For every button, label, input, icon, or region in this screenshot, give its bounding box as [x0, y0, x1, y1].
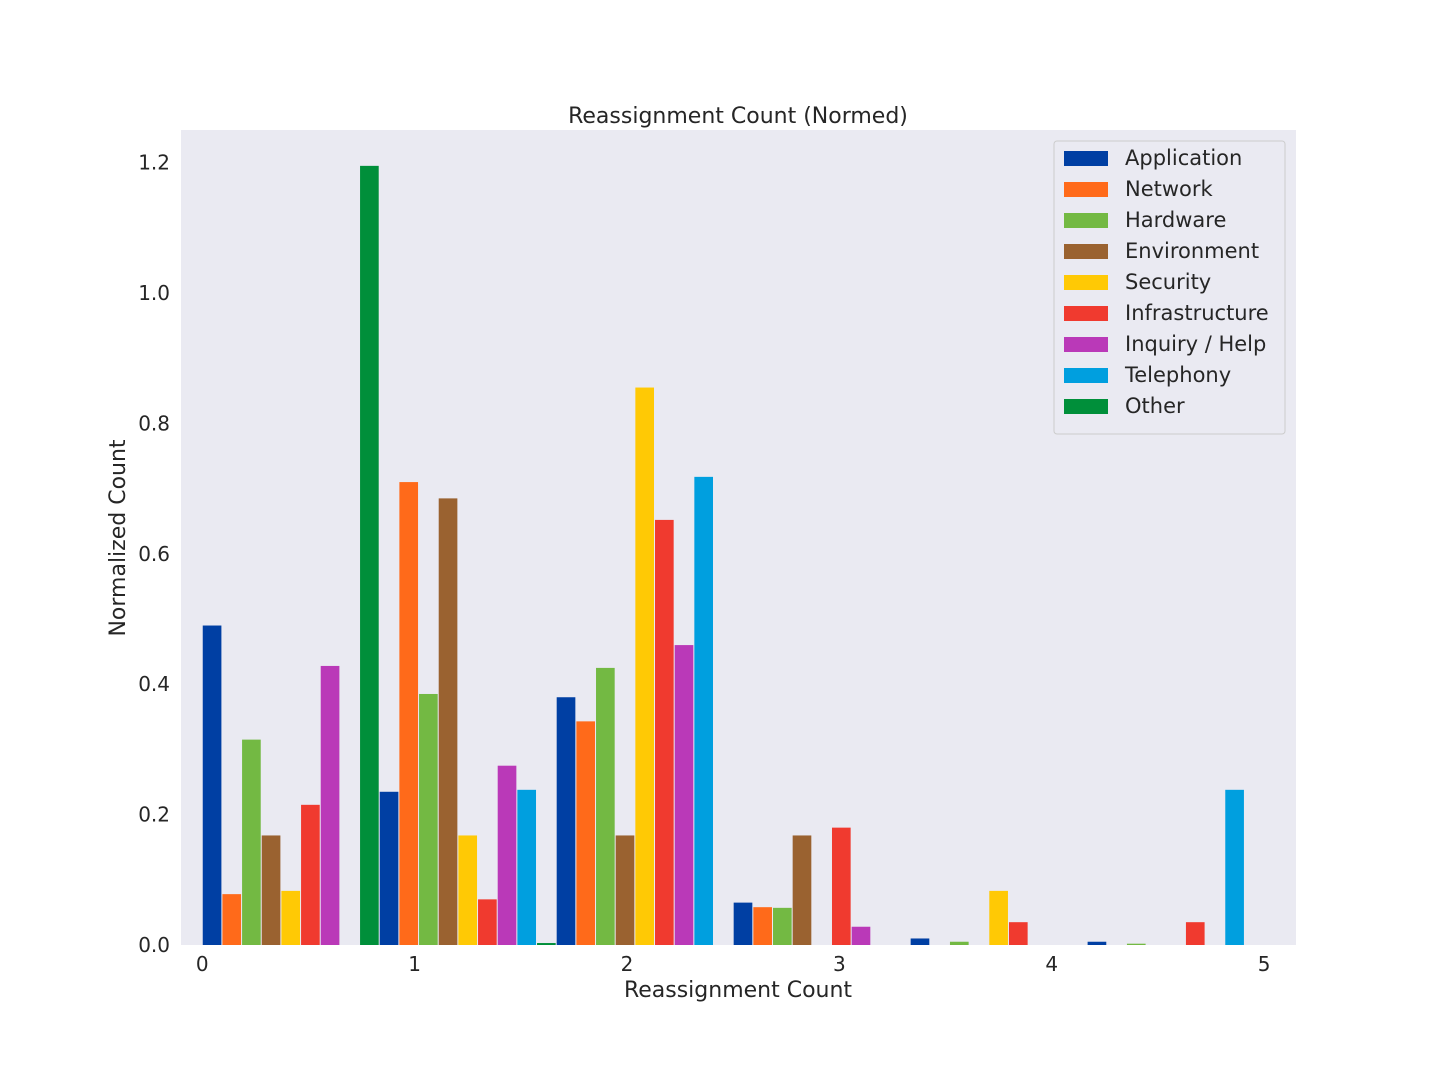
bar-environment-bin-1: [438, 498, 458, 945]
bar-network-bin-2: [576, 721, 596, 945]
y-axis-label: Normalized Count: [106, 439, 131, 636]
bar-inquiry-help-bin-1: [497, 765, 517, 945]
bar-inquiry-help-bin-0: [320, 665, 340, 945]
bar-hardware-bin-1: [419, 693, 438, 945]
y-ticks: 0.0 0.2 0.4 0.6 0.8 1.0 1.2: [138, 151, 170, 957]
legend-swatch: [1064, 151, 1108, 166]
bar-infrastructure-bin-2: [655, 519, 674, 945]
bar-infrastructure-bin-3: [831, 827, 851, 945]
y-tick-label: 0.6: [138, 542, 170, 566]
bar-inquiry-help-bin-3: [851, 926, 871, 945]
y-tick-label: 1.2: [138, 151, 170, 175]
legend-frame: [1053, 140, 1286, 435]
bar-telephony-bin-5: [1225, 789, 1244, 945]
bar-telephony-bin-2: [694, 476, 713, 945]
x-tick-label: 1: [408, 952, 421, 976]
y-tick-label: 0.0: [138, 933, 170, 957]
legend-swatch: [1064, 244, 1108, 259]
legend-label: Infrastructure: [1125, 301, 1269, 325]
bar-application-bin-1: [379, 791, 399, 945]
bar-inquiry-help-bin-2: [674, 645, 694, 945]
bar-security-bin-0: [281, 890, 301, 945]
bar-hardware-bin-5: [1126, 943, 1146, 945]
bar-application-bin-2: [556, 697, 576, 945]
y-tick-label: 1.0: [138, 281, 170, 305]
y-tick-label: 0.4: [138, 672, 170, 696]
bar-infrastructure-bin-1: [478, 899, 497, 945]
chart-title: Reassignment Count (Normed): [568, 104, 908, 129]
bar-telephony-bin-1: [517, 789, 537, 945]
x-tick-label: 0: [196, 952, 209, 976]
legend-swatch: [1064, 337, 1108, 352]
x-tick-label: 4: [1045, 952, 1058, 976]
x-ticks: 0 1 2 3 4 5: [196, 952, 1271, 976]
legend-label: Environment: [1125, 239, 1259, 263]
x-tick-label: 5: [1258, 952, 1271, 976]
x-tick-label: 3: [833, 952, 846, 976]
y-tick-label: 0.8: [138, 411, 170, 435]
legend-label: Application: [1125, 146, 1242, 170]
y-tick-label: 0.2: [138, 803, 170, 827]
bar-environment-bin-0: [261, 835, 281, 945]
legend-swatch: [1064, 399, 1108, 414]
bar-environment-bin-3: [792, 835, 812, 945]
legend-label: Security: [1125, 270, 1211, 294]
bar-other-bin-1: [537, 943, 556, 945]
bar-hardware-bin-4: [949, 941, 969, 945]
bar-infrastructure-bin-4: [1008, 922, 1028, 945]
bar-security-bin-2: [635, 387, 655, 945]
legend-label: Telephony: [1124, 363, 1231, 387]
bar-application-bin-3: [733, 902, 753, 945]
legend-label: Other: [1125, 394, 1185, 418]
x-tick-label: 2: [621, 952, 634, 976]
legend-label: Inquiry / Help: [1125, 332, 1266, 356]
legend-swatch: [1064, 213, 1108, 228]
bar-hardware-bin-2: [596, 667, 615, 945]
legend-swatch: [1064, 182, 1108, 197]
legend-swatch: [1064, 306, 1108, 321]
bars-group: [202, 165, 1244, 946]
bar-network-bin-3: [753, 907, 772, 945]
bar-security-bin-4: [989, 890, 1008, 945]
x-axis-label: Reassignment Count: [624, 978, 852, 1003]
bar-network-bin-0: [222, 894, 242, 945]
legend: Application Network Hardware Environment Sec…: [1053, 140, 1286, 435]
legend-swatch: [1064, 368, 1108, 383]
bar-application-bin-0: [202, 625, 222, 945]
bar-application-bin-4: [910, 938, 930, 945]
bar-other-bin-0: [360, 165, 379, 946]
bar-infrastructure-bin-5: [1185, 922, 1205, 945]
bar-infrastructure-bin-0: [301, 804, 320, 945]
legend-swatch: [1064, 275, 1108, 290]
bar-network-bin-1: [399, 482, 419, 945]
bar-hardware-bin-3: [773, 907, 792, 945]
legend-label: Hardware: [1125, 208, 1226, 232]
bar-hardware-bin-0: [242, 739, 261, 945]
bar-security-bin-1: [458, 835, 478, 945]
legend-label: Network: [1125, 177, 1214, 201]
bar-environment-bin-2: [615, 835, 635, 945]
bar-application-bin-5: [1087, 941, 1107, 945]
